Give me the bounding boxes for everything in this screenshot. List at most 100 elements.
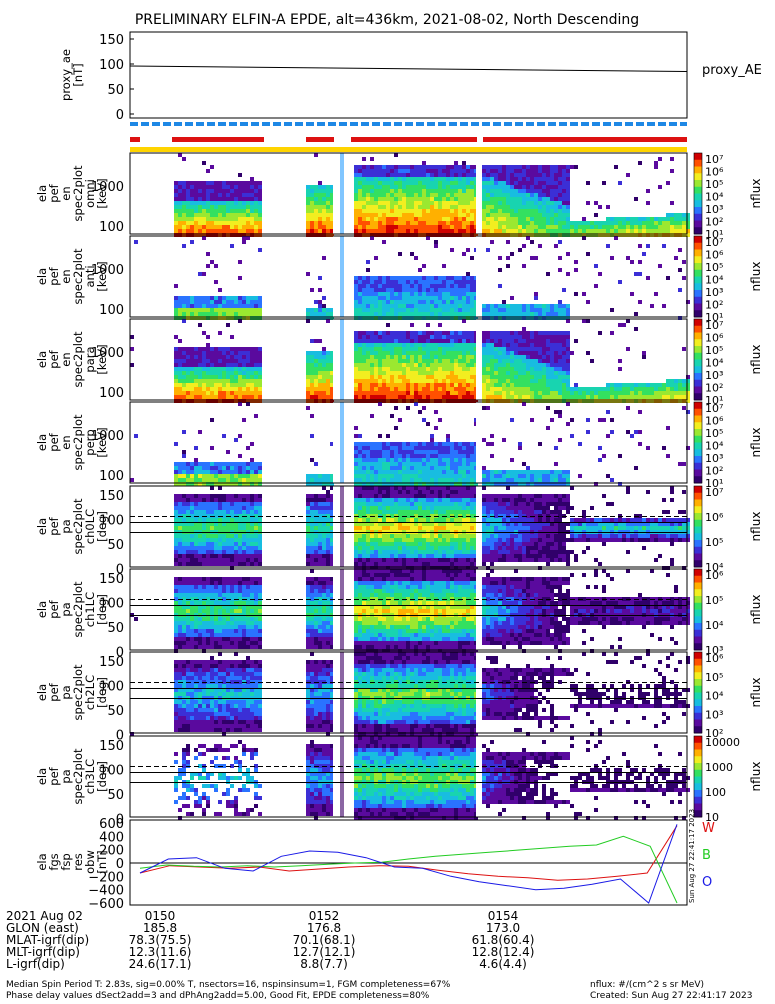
spectrogram-ylabel-line: [keV] [95,427,109,457]
spectrogram-cell [454,379,458,383]
spectrogram-cell [370,185,374,189]
spectrogram-cell [534,177,538,181]
spectrogram-cell [314,462,318,466]
spectrogram-cell [242,296,246,300]
spectrogram-cell [646,391,650,395]
spectrogram-cell [458,292,462,296]
spectrogram-cell [206,526,210,530]
colorbar-segment [694,432,702,436]
spectrogram-cell [514,197,518,201]
spectrogram-cell [470,470,474,474]
spectrogram-cell [358,355,362,359]
spectrogram-cell [514,355,518,359]
spectrogram-cell [322,351,326,355]
spectrogram-cell [558,363,562,367]
spectrogram-cell [526,209,530,213]
spectrogram-cell [626,173,630,177]
spectrogram-cell [218,288,222,292]
spectrogram-cell [494,379,498,383]
spectrogram-cell [550,339,554,343]
colorbar-segment [694,260,702,264]
spectrogram-cell [490,379,494,383]
spectrogram-cell [182,347,186,351]
spectrogram-cell [182,454,186,458]
spectrogram-cell [446,185,450,189]
spectrogram-cell [534,185,538,189]
spectrogram-cell [402,335,406,339]
spectrogram-cell [354,387,358,391]
spectrogram-cell [234,466,238,470]
spectrogram-cell [210,304,214,308]
spectrogram-cell [358,177,362,181]
spectrogram-cell [486,213,490,217]
spectrogram-cell [658,185,662,189]
spectrogram-cell [366,470,370,474]
spectrogram-cell [674,225,678,229]
spectrogram-cell [510,347,514,351]
spectrogram-cell [202,225,206,229]
spectrogram-cell [186,554,190,558]
spectrogram-cell [566,181,570,185]
spectrogram-cell [374,217,378,221]
spectrogram-cell [446,201,450,205]
spectrogram-cell [490,185,494,189]
spectrogram-cell [242,470,246,474]
spectrogram-cell [646,225,650,229]
spectrogram-cell [234,304,238,308]
spectrogram-cell [530,189,534,193]
spectrogram-cell [238,470,242,474]
spectrogram-cell [542,229,546,233]
spectrogram-cell [462,225,466,229]
spectrogram-cell [426,351,430,355]
spectrogram-cell [214,193,218,197]
spectrogram-cell [666,225,670,229]
spectrogram-cell [354,165,358,169]
spectrogram-cell [354,205,358,209]
spectrogram-cell [198,193,202,197]
spectrogram-cell [242,383,246,387]
spectrogram-cell [498,173,502,177]
spectrogram-cell [370,193,374,197]
spectrogram-cell [470,335,474,339]
spectrogram-cell [506,363,510,367]
status-blue-segment [636,122,644,126]
spectrogram-cell [430,462,434,466]
spectrogram-cell [506,256,510,260]
status-bars [130,122,687,152]
spectrogram-cell [374,331,378,335]
spectrogram-cell [482,379,486,383]
spectrogram-cell [494,229,498,233]
spectrogram-cell [206,518,210,522]
spectrogram-cell [398,474,402,478]
proxy-ae-tick: 0 [116,108,124,123]
spectrogram-cell [426,193,430,197]
proxy-ae-frame [130,32,687,118]
spectrogram-cell [218,526,222,530]
spectrogram-cell [314,221,318,225]
spectrogram-cell [174,518,178,522]
spectrogram-cell [182,391,186,395]
spectrogram-cell [454,300,458,304]
spectrogram-cell [198,470,202,474]
spectrogram-cell [410,331,414,335]
spectrogram-cell [502,470,506,474]
spectrogram-cell [586,387,590,391]
spectrogram-cell [354,474,358,478]
spectrogram-cell [570,165,574,169]
spectrogram-cell [178,510,182,514]
spectrogram-cell [374,308,378,312]
spectrogram-cell [386,225,390,229]
colorbar-tick: 10⁶ [705,166,724,179]
spectrogram-cell [510,359,514,363]
spectrogram-cell [426,442,430,446]
spectrogram-cell [210,526,214,530]
spectrogram-cell [394,387,398,391]
spectrogram-cells [174,486,690,570]
spectrogram-cell [210,347,214,351]
spectrogram-cell [386,363,390,367]
spectrogram-cell [446,225,450,229]
spectrogram-cell [426,209,430,213]
spectrogram-cell [410,304,414,308]
spectrogram-cell [434,181,438,185]
spectrogram-cell [570,391,574,395]
